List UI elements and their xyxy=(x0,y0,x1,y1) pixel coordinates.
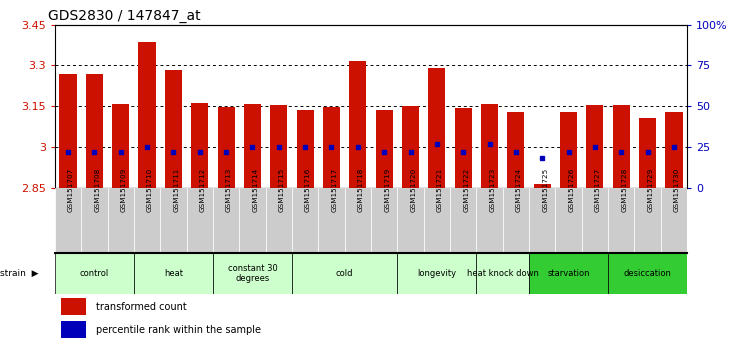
Bar xyxy=(192,103,208,188)
Bar xyxy=(424,188,450,253)
Bar xyxy=(134,253,213,294)
Bar xyxy=(402,105,419,188)
Text: GSM151712: GSM151712 xyxy=(200,167,205,212)
Text: heat knock down: heat knock down xyxy=(467,269,539,278)
Bar xyxy=(534,183,550,188)
Bar xyxy=(635,188,661,253)
Text: GSM151727: GSM151727 xyxy=(595,167,601,212)
Text: GSM151721: GSM151721 xyxy=(437,167,443,212)
Bar xyxy=(213,253,292,294)
Bar xyxy=(107,188,134,253)
Bar xyxy=(661,188,687,253)
Bar xyxy=(134,188,160,253)
Bar xyxy=(665,112,683,188)
Text: GSM151728: GSM151728 xyxy=(621,167,627,212)
Text: GSM151724: GSM151724 xyxy=(516,167,522,212)
Bar xyxy=(613,105,630,188)
Bar xyxy=(371,188,398,253)
Bar xyxy=(81,188,107,253)
Bar xyxy=(529,188,556,253)
Text: GSM151713: GSM151713 xyxy=(226,167,232,212)
Bar xyxy=(477,253,529,294)
Bar xyxy=(292,253,398,294)
Bar xyxy=(265,188,292,253)
Text: GSM151716: GSM151716 xyxy=(305,167,311,212)
Text: control: control xyxy=(80,269,109,278)
Text: GSM151722: GSM151722 xyxy=(463,167,469,212)
Bar xyxy=(529,253,608,294)
Text: GSM151714: GSM151714 xyxy=(252,167,259,212)
Bar xyxy=(477,188,503,253)
Bar xyxy=(218,107,235,188)
Bar xyxy=(344,188,371,253)
Text: constant 30
degrees: constant 30 degrees xyxy=(227,264,277,283)
Text: GSM151719: GSM151719 xyxy=(385,167,390,212)
Text: GSM151710: GSM151710 xyxy=(147,167,153,212)
Text: heat: heat xyxy=(164,269,183,278)
Text: GSM151707: GSM151707 xyxy=(68,167,74,212)
Text: longevity: longevity xyxy=(417,269,456,278)
Bar xyxy=(292,188,318,253)
Bar xyxy=(55,188,81,253)
Bar xyxy=(297,110,314,188)
Text: GSM151730: GSM151730 xyxy=(674,167,680,212)
Bar xyxy=(560,112,577,188)
Text: transformed count: transformed count xyxy=(96,302,186,312)
Bar xyxy=(55,253,134,294)
Text: GSM151711: GSM151711 xyxy=(173,167,179,212)
Text: GSM151726: GSM151726 xyxy=(569,167,575,212)
Bar xyxy=(455,108,471,188)
Bar xyxy=(213,188,239,253)
Bar xyxy=(639,118,656,188)
Bar xyxy=(582,188,608,253)
Bar xyxy=(349,61,366,188)
Text: GSM151729: GSM151729 xyxy=(648,167,654,212)
Bar xyxy=(586,105,604,188)
Bar xyxy=(61,298,86,315)
Text: GSM151708: GSM151708 xyxy=(94,167,100,212)
Text: GSM151717: GSM151717 xyxy=(331,167,338,212)
Text: GSM151709: GSM151709 xyxy=(121,167,126,212)
Text: desiccation: desiccation xyxy=(624,269,672,278)
Bar xyxy=(428,68,445,188)
Text: GSM151718: GSM151718 xyxy=(357,167,364,212)
Bar xyxy=(481,104,498,188)
Bar xyxy=(112,104,129,188)
Text: GSM151720: GSM151720 xyxy=(411,167,417,212)
Bar xyxy=(556,188,582,253)
Bar xyxy=(244,104,261,188)
Bar xyxy=(239,188,265,253)
Bar xyxy=(86,74,103,188)
Bar xyxy=(61,321,86,338)
Text: percentile rank within the sample: percentile rank within the sample xyxy=(96,325,261,335)
Bar xyxy=(164,69,182,188)
Bar xyxy=(503,188,529,253)
Bar xyxy=(323,107,340,188)
Bar xyxy=(376,110,393,188)
Text: GSM151723: GSM151723 xyxy=(490,167,496,212)
Bar xyxy=(450,188,477,253)
Bar xyxy=(608,253,687,294)
Bar xyxy=(160,188,186,253)
Text: GSM151715: GSM151715 xyxy=(279,167,285,212)
Bar xyxy=(186,188,213,253)
Bar xyxy=(138,42,156,188)
Text: strain  ▶: strain ▶ xyxy=(0,269,39,278)
Bar xyxy=(270,105,287,188)
Bar xyxy=(398,188,424,253)
Text: GDS2830 / 147847_at: GDS2830 / 147847_at xyxy=(48,9,200,23)
Bar xyxy=(318,188,344,253)
Bar xyxy=(608,188,635,253)
Bar xyxy=(59,74,77,188)
Text: cold: cold xyxy=(336,269,353,278)
Text: starvation: starvation xyxy=(548,269,590,278)
Bar xyxy=(507,112,524,188)
Bar xyxy=(398,253,477,294)
Text: GSM151725: GSM151725 xyxy=(542,167,548,212)
